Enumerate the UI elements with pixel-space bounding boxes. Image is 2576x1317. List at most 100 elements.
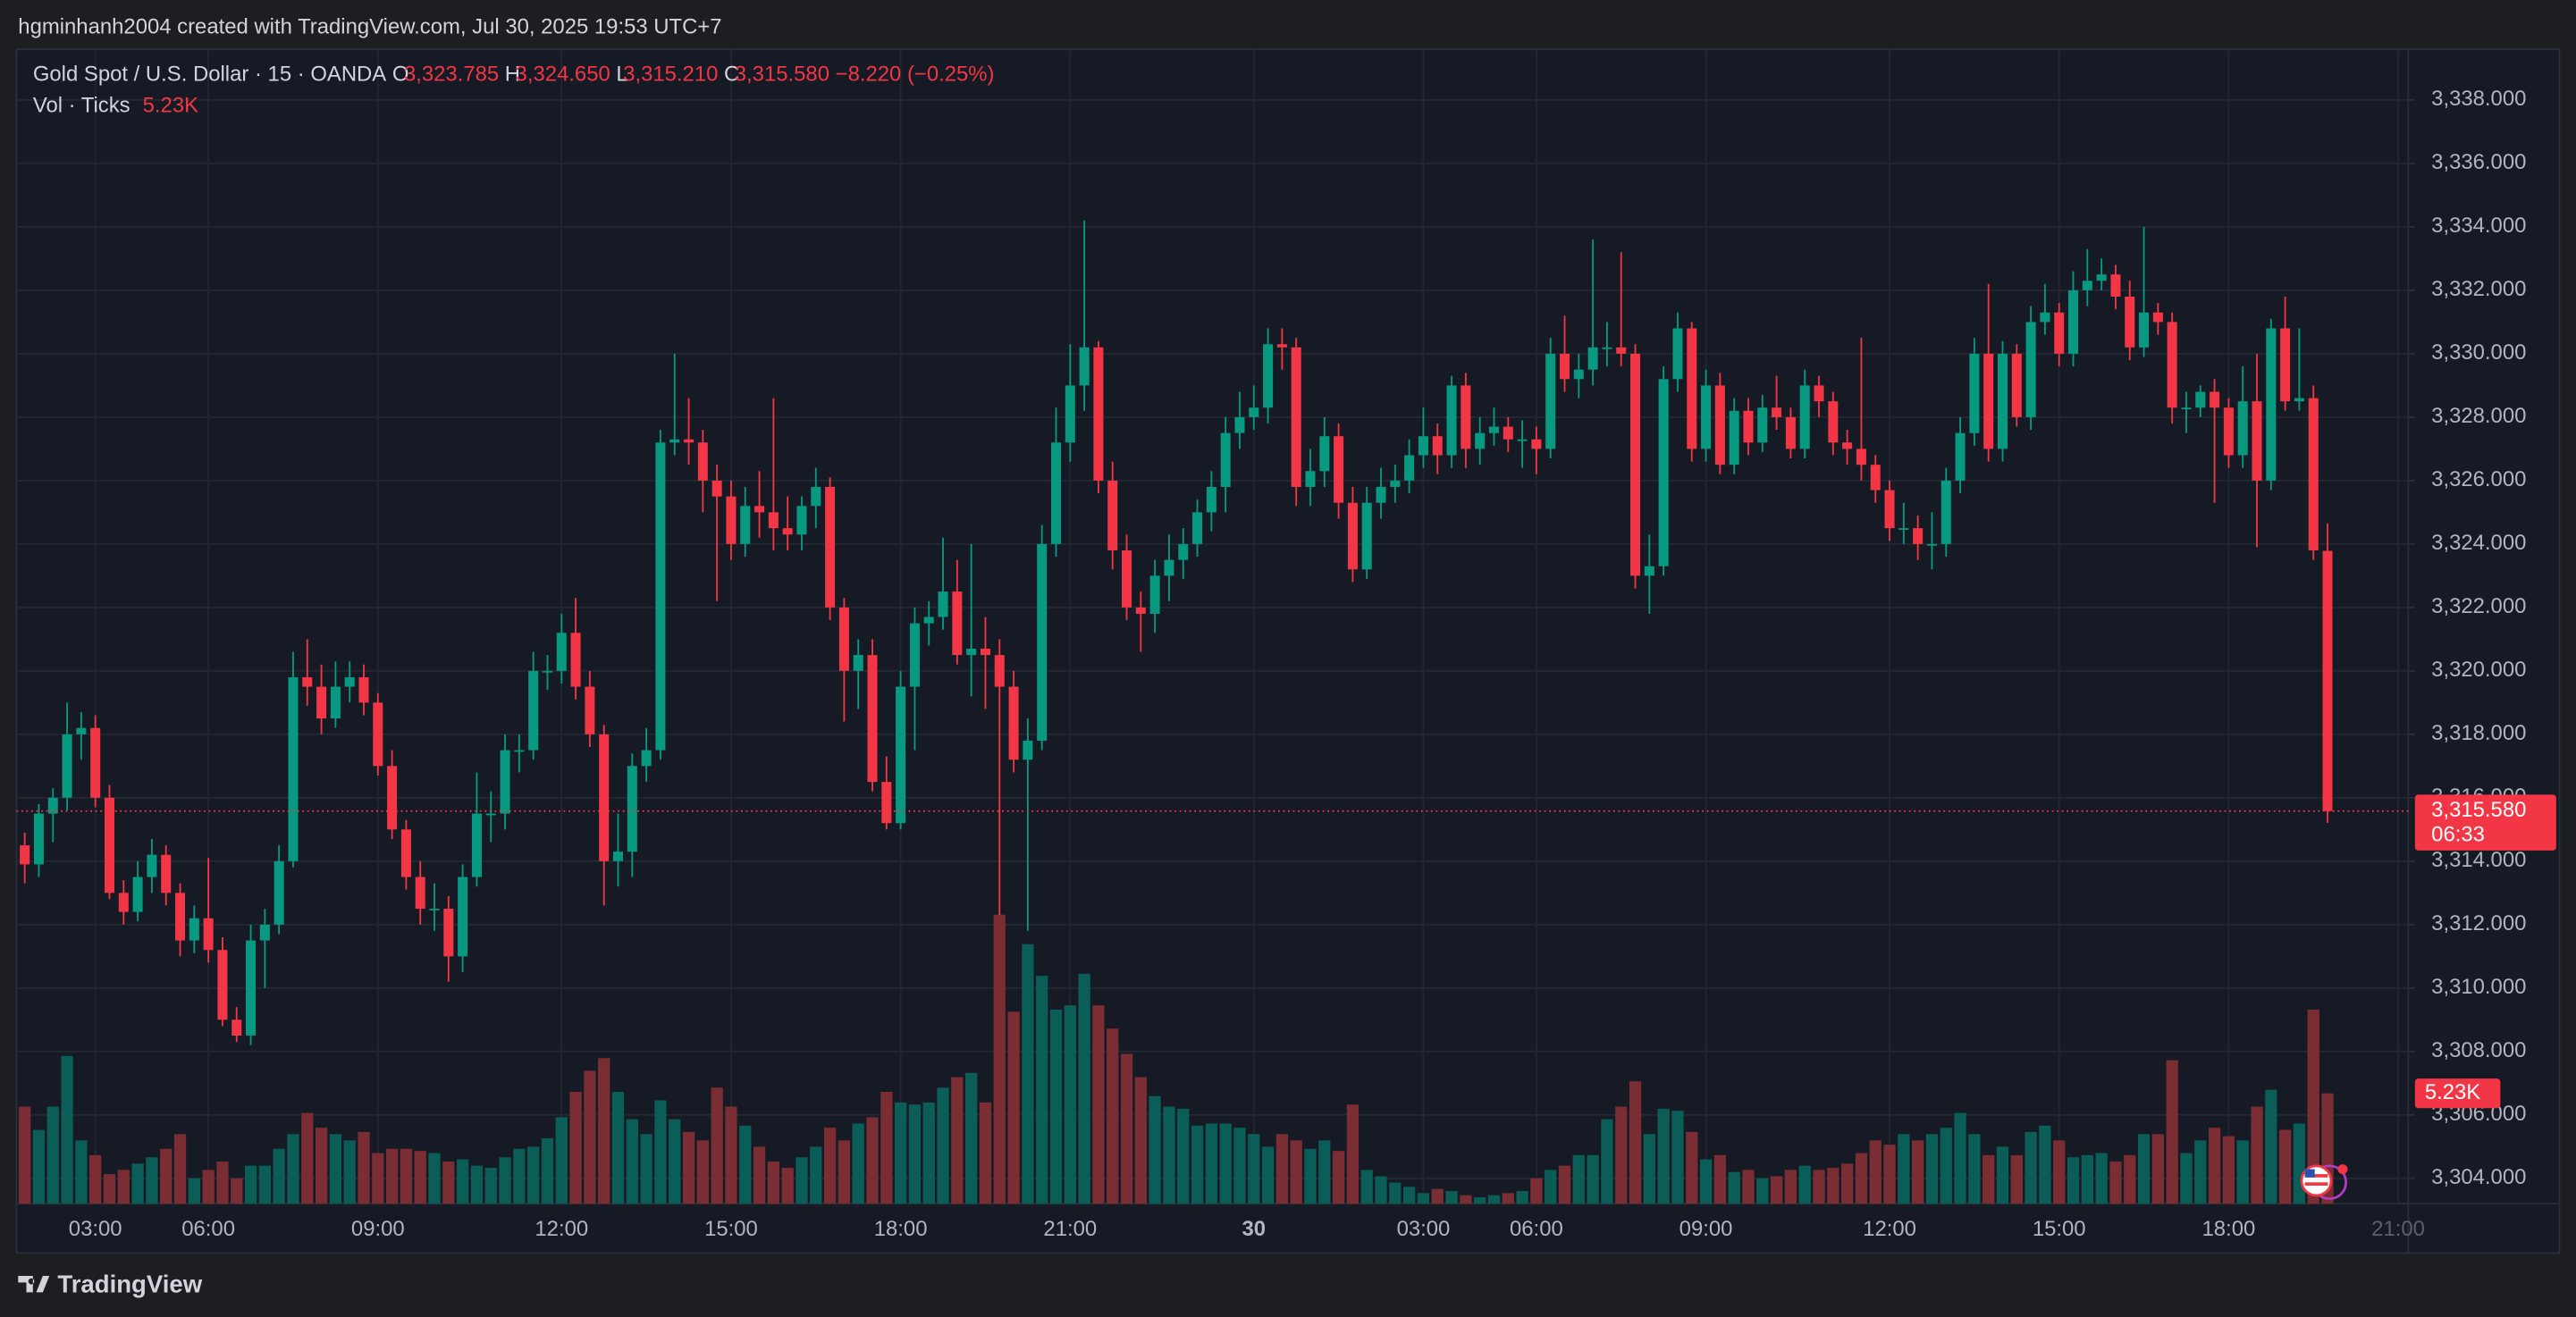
y-tick-label: 3,322.000: [2431, 594, 2526, 618]
candle-body: [1913, 528, 1924, 544]
candle-body: [768, 512, 779, 529]
candle-body: [302, 676, 313, 687]
candle-body: [2139, 312, 2150, 348]
volume-bar: [1149, 1095, 1161, 1204]
y-tick-label: 3,320.000: [2431, 658, 2526, 682]
volume-bar: [852, 1123, 864, 1204]
candle-body: [161, 854, 172, 893]
candle-body: [1658, 379, 1669, 566]
candle-body: [2294, 398, 2304, 402]
volume-bar: [457, 1159, 469, 1204]
volume-bar: [541, 1137, 554, 1204]
volume-bar: [1233, 1128, 1246, 1204]
symbol-title: Gold Spot / U.S. Dollar · 15 · OANDA: [33, 63, 386, 87]
candle-body: [1884, 490, 1895, 529]
open-key: O: [392, 63, 409, 87]
volume-bar: [273, 1148, 285, 1204]
volume-bar: [1417, 1193, 1430, 1204]
y-tick-label: 3,330.000: [2431, 340, 2526, 365]
candle-body: [1404, 455, 1415, 481]
candle-body: [2110, 274, 2121, 298]
candle-body: [344, 676, 355, 687]
volume-bar: [979, 1102, 992, 1204]
volume-bar: [2293, 1123, 2306, 1204]
candle-body: [2195, 391, 2206, 408]
volume-bar: [1629, 1081, 1642, 1204]
candle-body: [1461, 385, 1471, 449]
volume-bar: [1346, 1104, 1360, 1204]
y-tick-label: 3,328.000: [2431, 404, 2526, 428]
volume-bar: [287, 1134, 299, 1204]
volume-bar: [414, 1151, 426, 1204]
y-tick-label: 3,314.000: [2431, 848, 2526, 872]
candle-body: [2025, 322, 2036, 417]
volume-bar: [146, 1157, 158, 1204]
volume-bar: [2067, 1157, 2080, 1204]
volume-bar: [160, 1148, 173, 1204]
candle-body: [796, 506, 807, 535]
candle-body: [2237, 401, 2248, 456]
candle-body: [542, 670, 552, 673]
volume-bar: [400, 1148, 413, 1204]
candle-body: [669, 439, 680, 443]
candle-body: [641, 750, 652, 767]
x-tick-label: 12:00: [535, 1217, 588, 1241]
volume-bar: [796, 1157, 808, 1204]
y-tick-label: 3,308.000: [2431, 1038, 2526, 1062]
candle-body: [585, 686, 595, 734]
candle-body: [1714, 385, 1725, 466]
y-tick-label: 3,310.000: [2431, 975, 2526, 999]
candle-body: [2308, 398, 2319, 550]
volume-bar: [654, 1100, 667, 1204]
volume-bar: [2278, 1129, 2292, 1204]
volume-bar: [1134, 1077, 1147, 1204]
candle-body: [1503, 426, 1513, 440]
volume-bar: [385, 1148, 399, 1204]
candle-body: [838, 607, 849, 671]
candle-body: [274, 860, 284, 925]
candle-body: [330, 686, 341, 719]
volume-bar: [32, 1129, 46, 1204]
flag-stripe: [2304, 1182, 2328, 1186]
volume-bar: [1403, 1187, 1416, 1204]
candle-body: [1206, 486, 1216, 513]
candle-body: [2252, 401, 2262, 481]
volume-bar: [2166, 1060, 2178, 1204]
volume-bar: [1855, 1153, 1868, 1204]
volume-bar: [640, 1134, 652, 1204]
candle-body: [2223, 407, 2234, 456]
candle-body: [1334, 436, 1344, 503]
candle-body: [1757, 407, 1768, 443]
volume-bar: [2010, 1154, 2023, 1204]
volume-bar: [1940, 1128, 1952, 1204]
volume-bar: [2109, 1161, 2122, 1204]
candle-body: [76, 727, 87, 734]
candle-body: [1616, 347, 1627, 354]
volume-bar: [1163, 1106, 1175, 1204]
volume-bar: [1643, 1134, 1655, 1204]
volume-bar: [2039, 1125, 2051, 1204]
volume-bar: [1248, 1134, 1260, 1204]
candle-body: [1390, 480, 1401, 487]
brand-name: TradingView: [57, 1270, 202, 1297]
volume-bar: [343, 1140, 356, 1204]
volume-bar: [1615, 1106, 1628, 1204]
volume-bar: [89, 1154, 102, 1204]
volume-bar: [626, 1119, 638, 1204]
plot: 3,304.0003,306.0003,308.0003,310.0003,31…: [16, 49, 2556, 1241]
volume-bar: [866, 1117, 879, 1204]
candle-body: [1587, 347, 1598, 370]
volume-bar: [1275, 1134, 1288, 1204]
candle-body: [288, 676, 299, 861]
volume-bar: [358, 1131, 370, 1204]
candle-body: [1149, 575, 1160, 614]
candle-body: [1997, 353, 2008, 449]
candle-body: [1319, 436, 1330, 472]
volume-bar: [937, 1087, 949, 1204]
candle-body: [1050, 442, 1062, 544]
candle-body: [1602, 347, 1612, 349]
volume-bar: [1898, 1134, 1910, 1204]
volume-bar: [965, 1072, 978, 1204]
volume-bar: [117, 1170, 130, 1204]
y-tick-label: 3,326.000: [2431, 467, 2526, 491]
